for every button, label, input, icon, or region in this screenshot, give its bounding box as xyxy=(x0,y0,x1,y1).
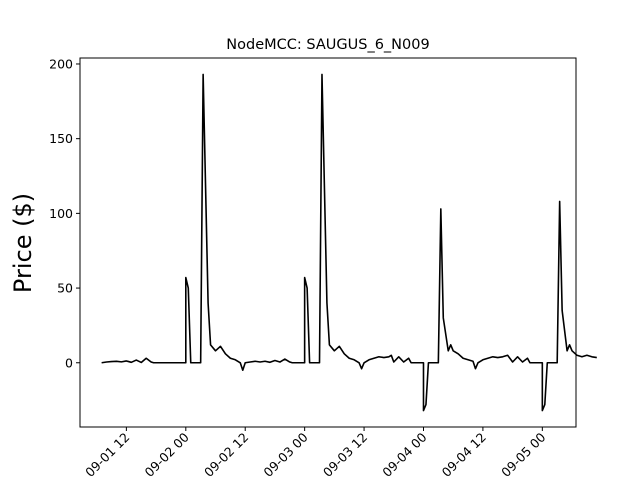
x-axis: 09-01 12 09-02 00 09-02 12 09-03 00 09-03 12… xyxy=(82,427,548,480)
y-axis-label: Price ($) xyxy=(9,193,37,293)
y-tick-label: 200 xyxy=(49,56,73,71)
y-axis: 0 50 100 150 200 xyxy=(49,56,80,370)
x-tick-label: 09-03 00 xyxy=(260,429,310,479)
series-line-0 xyxy=(101,73,597,412)
x-tick-label: 09-02 12 xyxy=(201,430,251,480)
x-tick-label: 09-04 00 xyxy=(379,429,429,479)
x-tick-label: 09-03 12 xyxy=(320,430,370,480)
y-tick-label: 50 xyxy=(57,281,73,296)
y-tick-label: 100 xyxy=(49,206,73,221)
y-tick-label: 150 xyxy=(49,131,73,146)
y-tick-label: 0 xyxy=(65,355,73,370)
x-tick-label: 09-05 00 xyxy=(498,429,548,479)
x-tick-label: 09-02 00 xyxy=(142,429,192,479)
plot-frame xyxy=(79,57,577,428)
x-tick-label: 09-04 12 xyxy=(439,430,489,480)
chart-title: NodeMCC: SAUGUS_6_N009 xyxy=(226,37,429,53)
x-tick-label: 09-01 12 xyxy=(82,430,132,480)
